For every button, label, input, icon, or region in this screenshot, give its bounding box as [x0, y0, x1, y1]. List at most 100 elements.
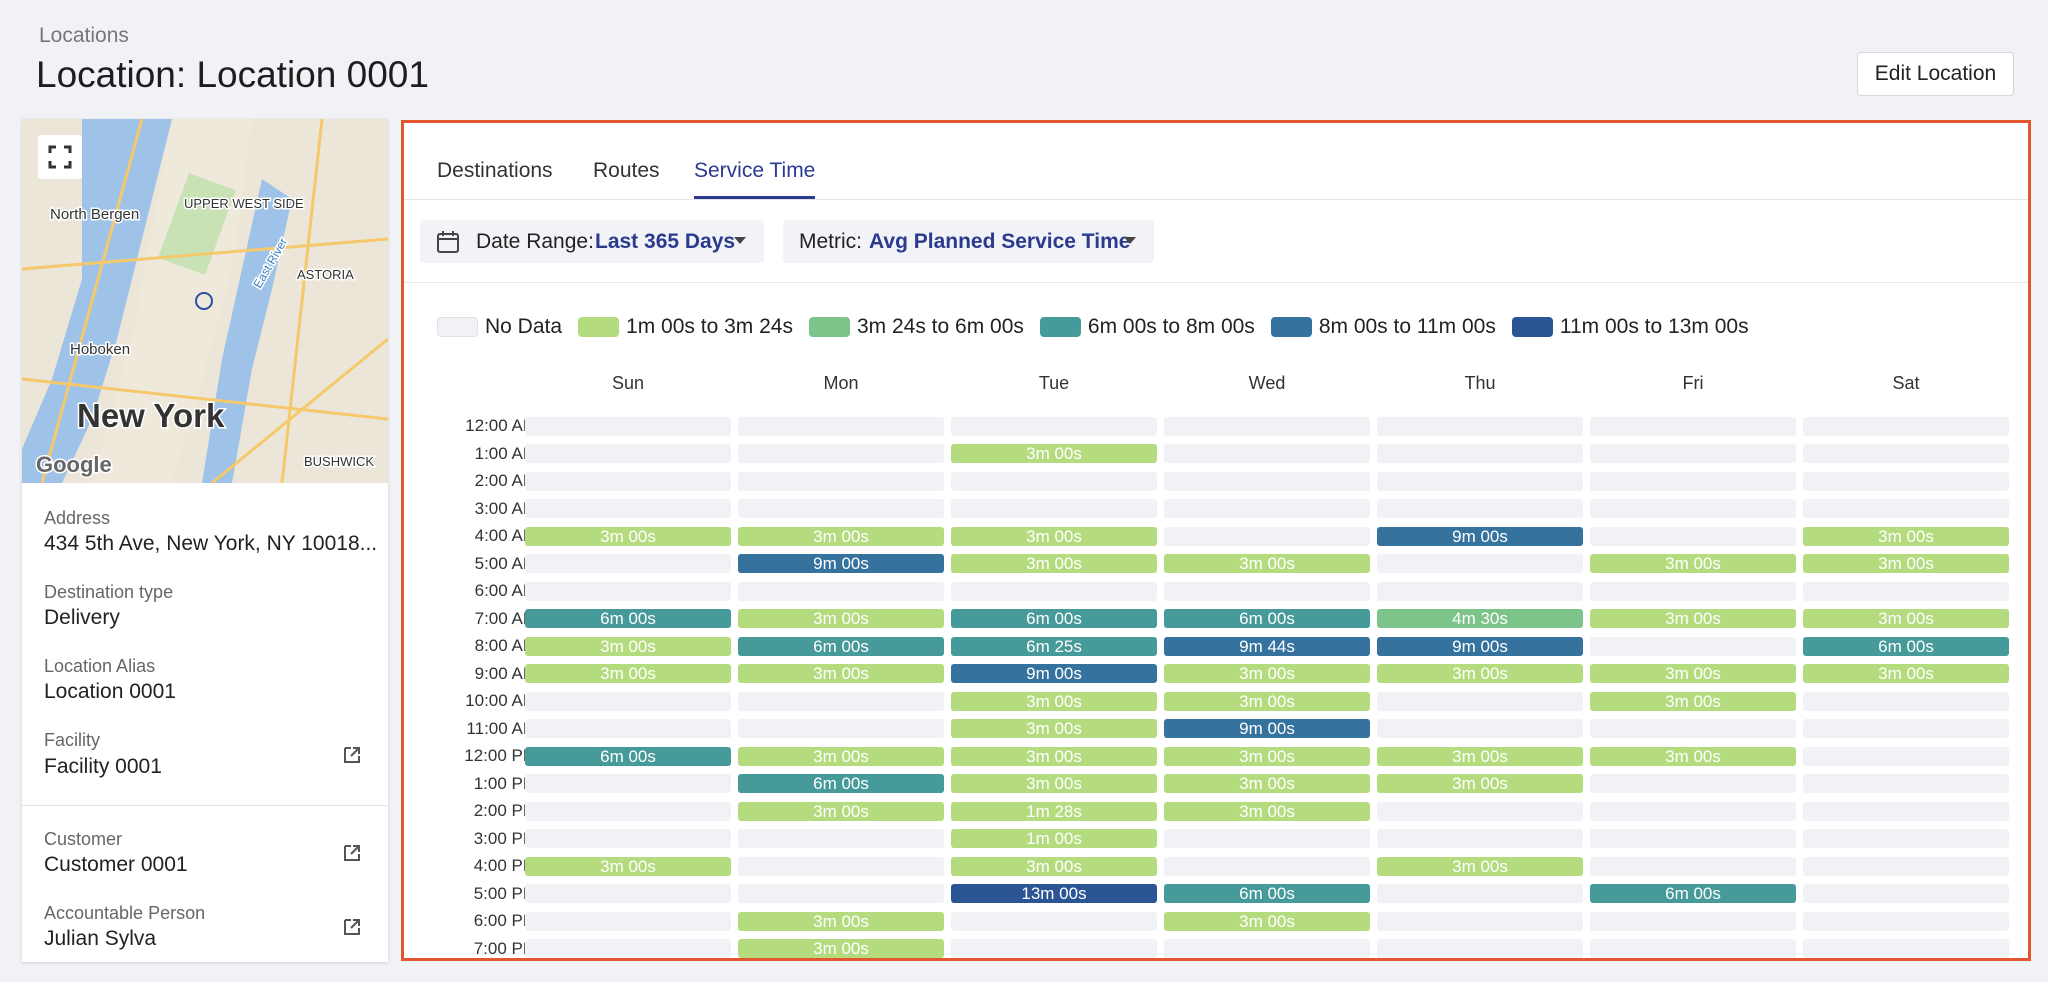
heat-cell[interactable]: 3m 00s	[738, 911, 944, 931]
open-link[interactable]	[342, 843, 362, 863]
heatmap: Sun Mon Tue Wed Thu Fri Sat 12:00 AM 1:00 AM 3m 0…	[434, 123, 2024, 958]
heat-cell[interactable]: 6m 00s	[525, 609, 731, 628]
empty-cell	[1803, 856, 2009, 876]
empty-cell	[1377, 829, 1583, 848]
tab[interactable]: Service Time	[694, 159, 816, 182]
calendar-icon	[437, 231, 459, 253]
empty-cell	[525, 691, 731, 711]
heat-cell[interactable]: 3m 00s	[525, 664, 731, 683]
empty-cell	[951, 939, 1157, 958]
heat-cell[interactable]: 4m 30s	[1377, 609, 1583, 628]
heat-cell[interactable]: 13m 00s	[951, 884, 1157, 903]
heat-cell[interactable]: 6m 00s	[738, 636, 944, 656]
time-label: 5:00 AM	[474, 553, 537, 573]
empty-cell	[738, 444, 944, 463]
heat-cell[interactable]: 9m 00s	[1164, 719, 1370, 738]
heat-cell[interactable]: 3m 00s	[1590, 664, 1796, 683]
legend-swatch	[578, 317, 620, 337]
time-label: 1:00 AM	[474, 443, 537, 463]
heat-cell[interactable]: 3m 00s	[1590, 609, 1796, 628]
heat-cell[interactable]: 3m 00s	[738, 526, 944, 546]
tab[interactable]: Routes	[593, 159, 660, 182]
empty-cell	[1590, 719, 1796, 738]
field-value: Customer 0001	[44, 853, 188, 876]
heat-cell[interactable]: 3m 00s	[525, 856, 731, 876]
heat-cell[interactable]: 3m 00s	[1164, 774, 1370, 793]
heat-cell[interactable]: 3m 00s	[951, 691, 1157, 711]
heat-cell[interactable]: 1m 28s	[951, 801, 1157, 821]
heat-cell[interactable]: 3m 00s	[1803, 664, 2009, 683]
heat-cell[interactable]: 3m 00s	[1164, 801, 1370, 821]
date-range-filter[interactable]: Date Range: Last 365 Days	[420, 220, 764, 263]
heat-cell[interactable]: 6m 00s	[525, 746, 731, 766]
time-label: 4:00 AM	[474, 526, 537, 545]
heat-cell[interactable]: 9m 00s	[1377, 526, 1583, 546]
heat-cell[interactable]: 3m 00s	[951, 856, 1157, 876]
open-link[interactable]	[342, 745, 362, 765]
heat-cell[interactable]: 3m 00s	[951, 746, 1157, 766]
heat-cell[interactable]: 3m 00s	[1803, 554, 2009, 573]
tab[interactable]: Destinations	[437, 159, 553, 182]
heat-cell[interactable]: 3m 00s	[1164, 911, 1370, 931]
heat-cell[interactable]: 3m 00s	[1164, 746, 1370, 766]
heat-cell[interactable]: 3m 00s	[1377, 746, 1583, 766]
heat-cell[interactable]: 3m 00s	[1803, 609, 2009, 628]
heat-cell[interactable]: 3m 00s	[525, 636, 731, 656]
metric-filter[interactable]: Metric: Avg Planned Service Time	[783, 220, 1154, 263]
filter-value: Last 365 Days	[595, 230, 736, 253]
heat-cell[interactable]: 3m 00s	[1377, 774, 1583, 793]
legend-label: 1m 00s to 3m 24s	[626, 315, 793, 338]
heat-cell[interactable]: 3m 00s	[738, 801, 944, 821]
heat-cell[interactable]: 6m 00s	[951, 609, 1157, 628]
heat-cell[interactable]: 3m 00s	[1164, 664, 1370, 683]
heat-cell[interactable]: 3m 00s	[738, 664, 944, 683]
heat-cell[interactable]: 3m 00s	[1590, 554, 1796, 573]
heat-cell[interactable]: 3m 00s	[738, 746, 944, 766]
heat-cell[interactable]: 3m 00s	[951, 526, 1157, 546]
map[interactable]: North Bergen UPPER WEST SIDE ASTORIA Hob…	[22, 119, 388, 483]
field-label: Customer	[44, 829, 123, 849]
heat-cell[interactable]: 9m 00s	[1377, 636, 1583, 656]
caret	[734, 237, 746, 244]
heat-cell[interactable]: 9m 00s	[951, 664, 1157, 683]
heat-cell[interactable]: 3m 00s	[951, 719, 1157, 738]
heat-cell[interactable]: 3m 00s	[1590, 691, 1796, 711]
empty-cell	[525, 801, 731, 821]
heat-cell[interactable]: 6m 00s	[1164, 609, 1370, 628]
heat-cell[interactable]: 3m 00s	[1377, 664, 1583, 683]
empty-cell	[1803, 801, 2009, 821]
heat-cell[interactable]: 3m 00s	[951, 554, 1157, 573]
empty-cell	[951, 911, 1157, 931]
heat-cell[interactable]: 9m 44s	[1164, 636, 1370, 656]
heat-cell[interactable]: 6m 25s	[951, 636, 1157, 656]
breadcrumb[interactable]: Locations	[39, 24, 129, 47]
empty-cell	[1590, 499, 1796, 518]
heat-cell[interactable]: 3m 00s	[1803, 526, 2009, 546]
open-link[interactable]	[342, 917, 362, 937]
heat-cell[interactable]: 9m 00s	[738, 554, 944, 573]
heat-cell[interactable]: 3m 00s	[738, 939, 944, 958]
empty-cell	[1590, 581, 1796, 601]
heat-cell[interactable]: 6m 00s	[1590, 884, 1796, 903]
heat-cell[interactable]: 3m 00s	[951, 444, 1157, 463]
heat-cell[interactable]: 1m 00s	[951, 829, 1157, 848]
heat-cell[interactable]: 6m 00s	[1164, 884, 1370, 903]
empty-cell	[525, 416, 731, 436]
heat-cell[interactable]: 3m 00s	[1590, 746, 1796, 766]
heat-cell[interactable]: 3m 00s	[738, 609, 944, 628]
empty-cell	[525, 581, 731, 601]
heat-cell[interactable]: 6m 00s	[738, 774, 944, 793]
heat-cell[interactable]: 3m 00s	[1164, 691, 1370, 711]
empty-cell	[1590, 636, 1796, 656]
heat-cell[interactable]: 3m 00s	[1164, 554, 1370, 573]
heat-cell[interactable]: 3m 00s	[525, 526, 731, 546]
edit-button[interactable]: Edit Location	[1857, 52, 2014, 96]
legend-label: 6m 00s to 8m 00s	[1087, 315, 1255, 338]
heat-cell[interactable]: 3m 00s	[951, 774, 1157, 793]
empty-cell	[1164, 499, 1370, 518]
heat-cell[interactable]: 6m 00s	[1803, 636, 2009, 656]
heat-cell[interactable]: 3m 00s	[1377, 856, 1583, 876]
map-label: ASTORIA	[297, 267, 354, 282]
map-label: North Bergen	[50, 206, 139, 223]
empty-cell	[525, 444, 731, 463]
